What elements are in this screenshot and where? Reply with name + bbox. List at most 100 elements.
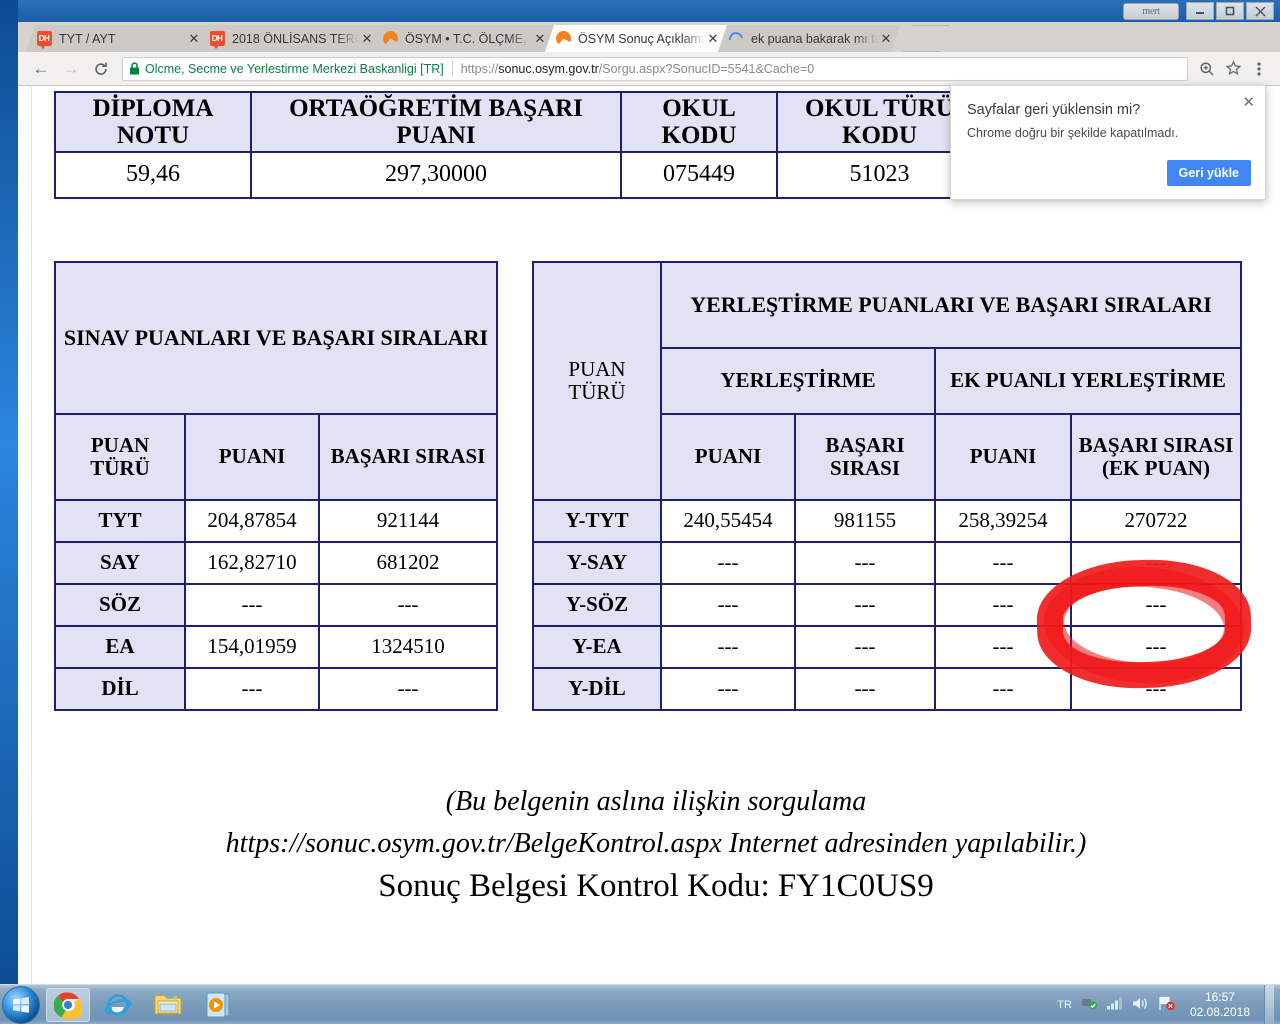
td-ek-basari-sirasi: --- <box>1070 625 1242 669</box>
table-row: SÖZ --- --- <box>54 583 498 627</box>
address-bar[interactable]: Olcme, Secme ve Yerlestirme Merkezi Bask… <box>122 56 1188 81</box>
chrome-icon[interactable] <box>46 987 90 1022</box>
td-puani: --- <box>184 583 320 627</box>
tray-language[interactable]: TR <box>1057 998 1072 1011</box>
td-puani: --- <box>660 541 796 585</box>
file-explorer-icon[interactable] <box>146 988 190 1022</box>
table-row: Y-SAY --- --- --- --- <box>532 541 1242 585</box>
td-basari-sirasi: --- <box>318 667 498 711</box>
windows-taskbar: TR 16:57 02.08.2018 <box>0 984 1280 1024</box>
address-bar-url: https://sonuc.osym.gov.tr/Sorgu.aspx?Son… <box>461 62 814 76</box>
table-header-row: PUAN TÜRÜ PUANI BAŞARI SIRASI <box>54 413 498 501</box>
three-dots-menu-icon[interactable] <box>1246 56 1272 82</box>
volume-icon[interactable] <box>1131 996 1149 1014</box>
windows-start-icon[interactable] <box>2 985 40 1024</box>
close-icon[interactable] <box>1246 2 1274 20</box>
td-ek-puani: 258,39254 <box>934 499 1072 543</box>
td-ek-puani: --- <box>934 667 1072 711</box>
td-basari-sirasi: --- <box>794 625 936 669</box>
tab-close-icon[interactable]: ✕ <box>534 31 546 46</box>
th-okul-kodu: OKUL KODU <box>620 91 778 153</box>
td-puan-turu: Y-DİL <box>532 667 662 711</box>
url-host: sonuc.osym.gov.tr <box>498 61 599 76</box>
td-basari-sirasi: --- <box>794 583 936 627</box>
td-puani: --- <box>660 625 796 669</box>
back-arrow-icon[interactable]: ← <box>32 58 50 78</box>
th-ek-puani: PUANI <box>934 413 1072 501</box>
internet-explorer-icon[interactable] <box>96 988 140 1022</box>
exam-scores-table: SINAV PUANLARI VE BAŞARI SIRALARI PUAN T… <box>54 261 498 711</box>
restore-pages-bubble: ✕ Sayfalar geri yüklensin mi? Chrome doğ… <box>950 85 1266 200</box>
action-center-flag-icon[interactable] <box>1157 995 1176 1015</box>
table-row: DİL --- --- <box>54 667 498 711</box>
windows-user-label[interactable]: mert <box>1123 3 1179 20</box>
table-row: Y-EA --- --- --- --- <box>532 625 1242 669</box>
url-path: /Sorgu.aspx?SonucID=5541&Cache=0 <box>598 61 815 76</box>
th-ortaogretim-basari-puani: ORTAÖĞRETİM BAŞARI PUANI <box>250 91 622 153</box>
media-player-icon[interactable] <box>196 988 240 1022</box>
table-header-row: PUANI BAŞARI SIRASI PUANI BAŞARI SIRASI … <box>533 413 1242 501</box>
tab-close-icon[interactable]: ✕ <box>188 31 200 46</box>
browser-tab-5[interactable]: ek puana bakarak mı terc ✕ <box>718 25 900 52</box>
td-ortaogretim-basari-puani: 297,30000 <box>250 151 622 199</box>
footer-line-2: https://sonuc.osym.gov.tr/BelgeKontrol.a… <box>225 828 1087 859</box>
th-diploma-notu: DİPLOMA NOTU <box>54 91 252 153</box>
th-ek-puanli-yerlestirme: EK PUANLI YERLEŞTİRME <box>934 347 1242 415</box>
th-puan-turu: PUAN TÜRÜ <box>532 261 662 501</box>
close-icon[interactable]: ✕ <box>1242 94 1255 111</box>
td-puan-turu: Y-SAY <box>532 541 662 585</box>
browser-tab-1[interactable]: DH TYT / AYT ✕ <box>26 25 208 52</box>
td-puani: 204,87854 <box>184 499 320 543</box>
td-ek-puani: --- <box>934 583 1072 627</box>
osym-icon <box>555 31 571 47</box>
td-okul-kodu: 075449 <box>620 151 778 199</box>
tab-close-icon[interactable]: ✕ <box>361 31 373 46</box>
new-tab-button[interactable] <box>903 25 949 52</box>
show-desktop-button[interactable] <box>1264 984 1274 1024</box>
maximize-icon[interactable] <box>1216 2 1244 20</box>
signal-bars-icon[interactable] <box>1106 996 1123 1013</box>
table-row: Y-SÖZ --- --- --- --- <box>532 583 1242 627</box>
minimize-icon[interactable] <box>1186 2 1214 20</box>
td-puan-turu: EA <box>54 625 186 669</box>
browser-tab-3[interactable]: ÖSYM • T.C. ÖLÇME, SEÇ ✕ <box>372 25 554 52</box>
system-tray: TR 16:57 02.08.2018 <box>1057 984 1280 1024</box>
dh-icon: DH <box>36 31 52 47</box>
td-ek-basari-sirasi: --- <box>1070 583 1242 627</box>
page-content: DİPLOMA NOTU ORTAÖĞRETİM BAŞARI PUANI OK… <box>18 86 1280 984</box>
td-puan-turu: Y-EA <box>532 625 662 669</box>
tab-title: ÖSYM Sonuç Açıklama Si <box>578 31 705 46</box>
bubble-title: Sayfalar geri yüklensin mi? <box>967 102 1141 118</box>
td-puani: 240,55454 <box>660 499 796 543</box>
window-controls <box>1186 2 1274 20</box>
forward-arrow-icon[interactable]: → <box>62 58 80 78</box>
clock-time: 16:57 <box>1204 989 1235 1004</box>
reload-icon[interactable] <box>86 54 116 84</box>
td-puan-turu: SÖZ <box>54 583 186 627</box>
tab-close-icon[interactable]: ✕ <box>707 31 719 46</box>
td-puan-turu: DİL <box>54 667 186 711</box>
table-group-header-row: SINAV PUANLARI VE BAŞARI SIRALARI <box>54 261 498 415</box>
zoom-in-icon[interactable] <box>1194 56 1220 82</box>
dh-icon: DH <box>209 31 225 47</box>
td-puani: --- <box>660 583 796 627</box>
table-row: Y-DİL --- --- --- --- <box>532 667 1242 711</box>
star-icon[interactable] <box>1220 56 1246 82</box>
browser-tab-4-active[interactable]: ÖSYM Sonuç Açıklama Si ✕ <box>545 25 727 52</box>
th-ek-basari-sirasi: BAŞARI SIRASI (EK PUAN) <box>1070 413 1242 501</box>
th-puani: PUANI <box>184 413 320 501</box>
browser-tab-2[interactable]: DH 2018 ÖNLİSANS TERCİH B ✕ <box>199 25 381 52</box>
network-icon[interactable] <box>1080 995 1098 1014</box>
table-group-header-row: PUAN TÜRÜ YERLEŞTİRME PUANLARI VE BAŞARI… <box>532 261 1242 501</box>
th-yerlestirme: YERLEŞTİRME <box>660 347 936 415</box>
taskbar-clock[interactable]: 16:57 02.08.2018 <box>1184 990 1256 1020</box>
lock-icon <box>129 62 140 75</box>
th-basari-sirasi: BAŞARI SIRASI <box>794 413 936 501</box>
site-identity-label: Olcme, Secme ve Yerlestirme Merkezi Bask… <box>145 61 444 76</box>
td-ek-basari-sirasi: 270722 <box>1070 499 1242 543</box>
tab-close-icon[interactable]: ✕ <box>880 31 892 46</box>
td-basari-sirasi: --- <box>794 667 936 711</box>
tab-title: TYT / AYT <box>59 31 116 46</box>
restore-button[interactable]: Geri yükle <box>1166 160 1251 186</box>
td-basari-sirasi: 681202 <box>318 541 498 585</box>
